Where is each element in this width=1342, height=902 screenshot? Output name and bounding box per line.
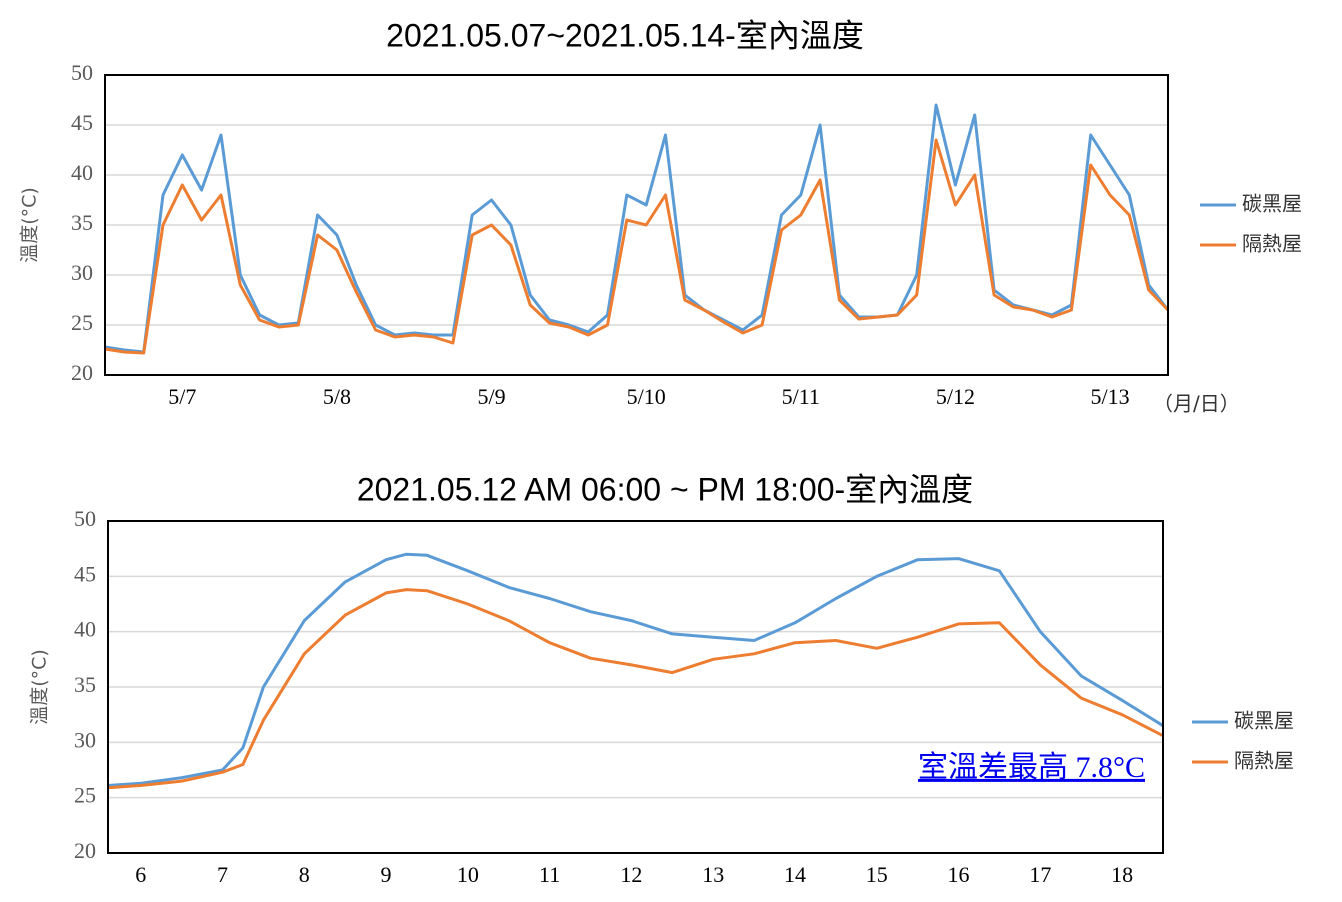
y-tick-label: 40 xyxy=(71,160,93,185)
plot-frame xyxy=(107,520,1164,854)
y-axis-label: 溫度(°C) xyxy=(29,649,51,725)
x-tick-label: 14 xyxy=(784,862,806,887)
y-tick-label: 25 xyxy=(74,783,96,808)
y-tick-label: 30 xyxy=(71,260,93,285)
x-tick-label: 5/13 xyxy=(1090,384,1129,409)
series-line xyxy=(107,588,1164,790)
series-line xyxy=(104,138,1170,355)
x-tick-label: 12 xyxy=(620,862,642,887)
y-tick-label: 45 xyxy=(71,110,93,135)
x-tick-label: 5/11 xyxy=(782,384,820,409)
y-tick-label: 25 xyxy=(71,310,93,335)
y-tick-label: 35 xyxy=(74,672,96,697)
legend-label: 隔熱屋 xyxy=(1234,749,1294,773)
x-tick-label: 10 xyxy=(457,862,479,887)
legend-label: 碳黑屋 xyxy=(1242,192,1302,216)
y-tick-label: 20 xyxy=(71,360,93,385)
series-line xyxy=(107,552,1164,787)
chart-title: 2021.05.07~2021.05.14-室內溫度 xyxy=(386,17,864,53)
y-tick-label: 20 xyxy=(74,838,96,863)
plot-frame xyxy=(104,74,1169,376)
x-tick-label: 8 xyxy=(299,862,310,887)
y-tick-label: 50 xyxy=(74,506,96,531)
x-tick-label: 17 xyxy=(1029,862,1051,887)
x-tick-label: 6 xyxy=(135,862,146,887)
x-tick-label: 13 xyxy=(702,862,724,887)
x-tick-label: 5/7 xyxy=(168,384,196,409)
legend-label: 隔熱屋 xyxy=(1242,232,1302,256)
x-tick-label: 15 xyxy=(866,862,888,887)
x-tick-label: 5/10 xyxy=(627,384,666,409)
y-tick-label: 30 xyxy=(74,727,96,752)
x-tick-label: 5/8 xyxy=(323,384,351,409)
x-tick-label: 5/12 xyxy=(936,384,975,409)
legend-label: 碳黑屋 xyxy=(1234,709,1294,733)
chart-title: 2021.05.12 AM 06:00 ~ PM 18:00-室內溫度 xyxy=(357,471,973,507)
y-tick-label: 45 xyxy=(74,561,96,586)
series-line xyxy=(104,103,1170,354)
x-tick-label: 11 xyxy=(539,862,560,887)
y-axis-label: 溫度(°C) xyxy=(19,187,41,263)
y-tick-label: 40 xyxy=(74,617,96,642)
y-tick-label: 50 xyxy=(71,60,93,85)
x-tick-label: 7 xyxy=(217,862,228,887)
x-tick-label: 5/9 xyxy=(477,384,505,409)
x-tick-label: 18 xyxy=(1111,862,1133,887)
x-tick-label: 9 xyxy=(381,862,392,887)
annotation: 室溫差最高 7.8°C xyxy=(918,751,1145,784)
x-unit-label: （月/日） xyxy=(1153,392,1240,416)
x-tick-label: 16 xyxy=(948,862,970,887)
y-tick-label: 35 xyxy=(71,210,93,235)
